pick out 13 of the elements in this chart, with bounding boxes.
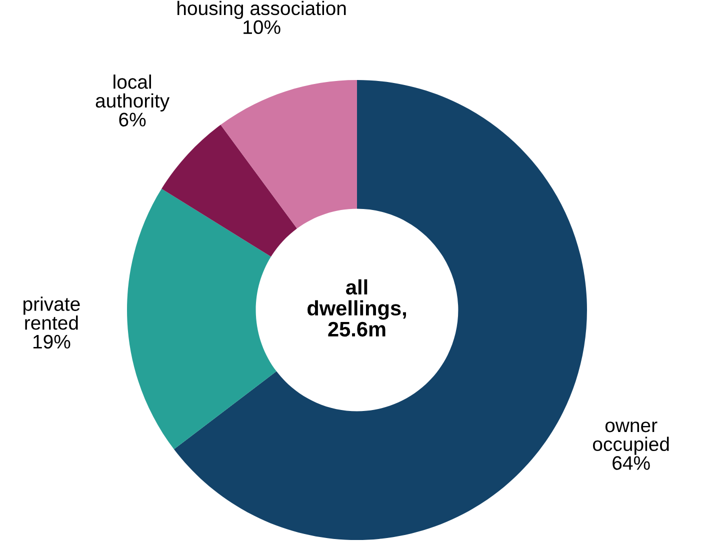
text: all dwellings, 25.6m [308, 279, 406, 337]
data-label: 6% [119, 112, 146, 126]
donut-slice [162, 124, 297, 257]
donut-slice [174, 80, 587, 540]
slice-label: housing association [178, 0, 346, 20]
data-label: 64% [612, 456, 650, 470]
donut-slice [220, 80, 357, 229]
donut-slice [127, 188, 276, 450]
data-label: 10% [244, 20, 280, 34]
slice-label: private rented [24, 296, 80, 330]
slice-label: local authority [96, 74, 170, 112]
data-label: 19% [33, 334, 70, 349]
slice-label: owner occupied [592, 422, 669, 455]
